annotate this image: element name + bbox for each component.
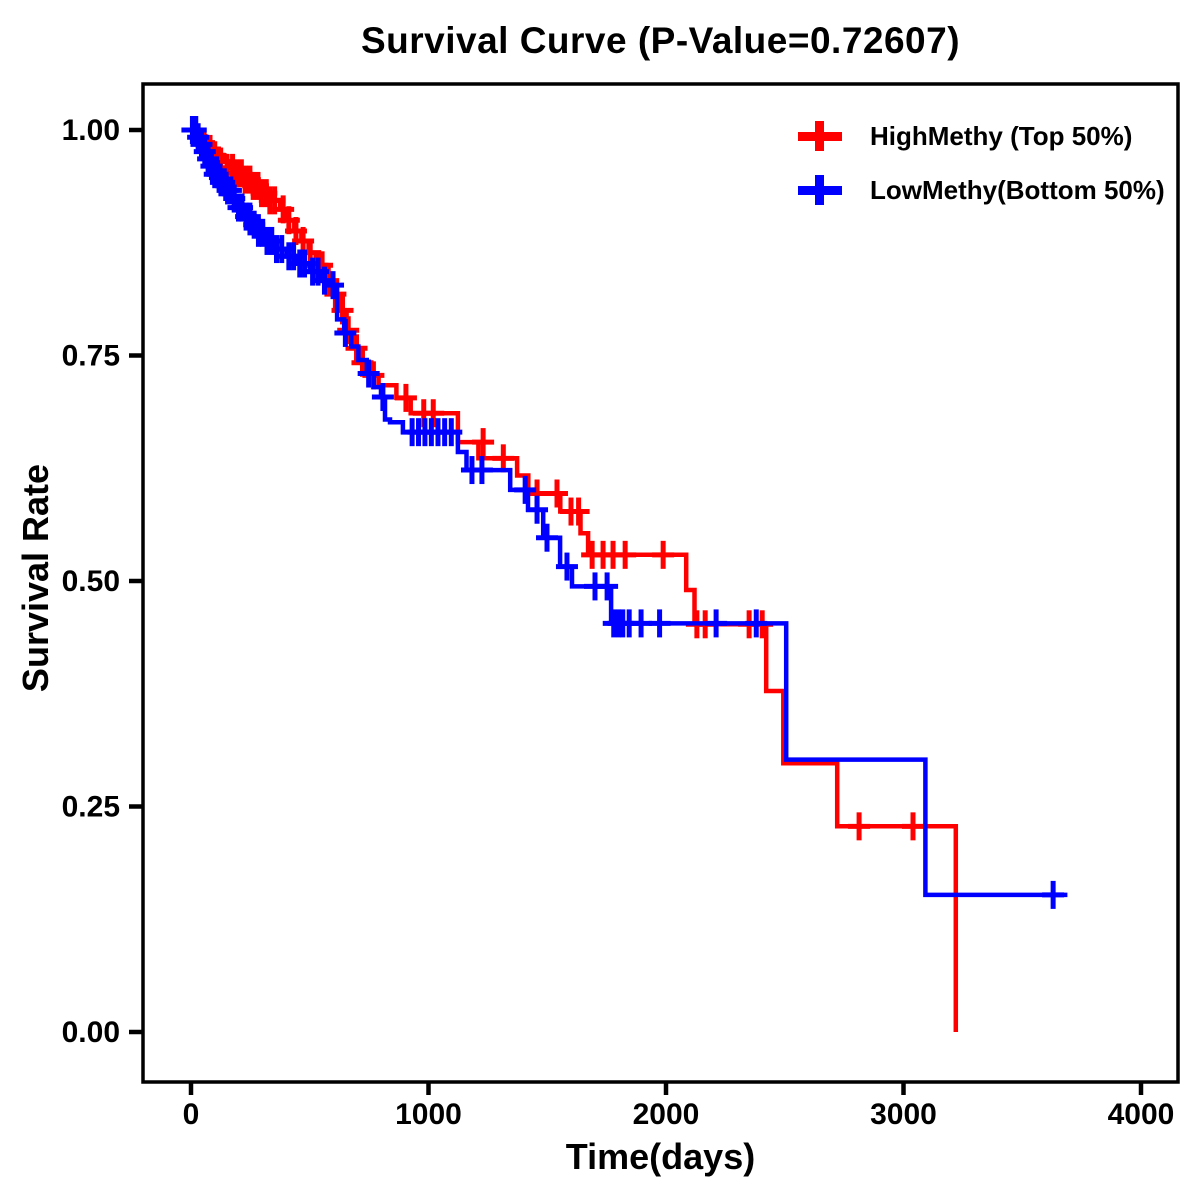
red-plus-marker-icon	[798, 121, 842, 151]
legend-label-highmethy: HighMethy (Top 50%)	[870, 120, 1133, 151]
y-axis-title: Survival Rate	[15, 463, 56, 693]
lowmethy-survival-curve	[191, 127, 1068, 898]
x-tick-label: 0	[183, 1098, 200, 1131]
y-tick-label: 1.00	[62, 114, 120, 147]
lowmethy-censor-marks	[181, 116, 1065, 909]
x-tick-label: 4000	[1108, 1098, 1175, 1131]
y-axis-ticks: 0.00 0.25 0.50 0.75 1.00	[62, 114, 143, 1049]
y-tick-label: 0.50	[62, 565, 120, 598]
legend-item-lowmethy: LowMethy(Bottom 50%)	[798, 168, 1165, 212]
x-axis-ticks: 0 1000 2000 3000 4000	[183, 1082, 1175, 1131]
blue-plus-marker-icon	[798, 175, 842, 205]
x-tick-label: 3000	[870, 1098, 937, 1131]
x-tick-label: 2000	[633, 1098, 700, 1131]
chart-title: Survival Curve (P-Value=0.72607)	[360, 20, 961, 61]
legend: HighMethy (Top 50%) LowMethy(Bottom 50%)	[798, 114, 1165, 212]
x-axis-title: Time(days)	[565, 1136, 756, 1177]
legend-label-lowmethy: LowMethy(Bottom 50%)	[870, 174, 1165, 205]
x-tick-label: 1000	[395, 1098, 462, 1131]
y-tick-label: 0.25	[62, 791, 120, 824]
y-tick-label: 0.00	[62, 1016, 120, 1049]
highmethy-censor-marks	[193, 128, 924, 841]
y-tick-label: 0.75	[62, 340, 120, 373]
legend-item-highmethy: HighMethy (Top 50%)	[798, 114, 1165, 158]
